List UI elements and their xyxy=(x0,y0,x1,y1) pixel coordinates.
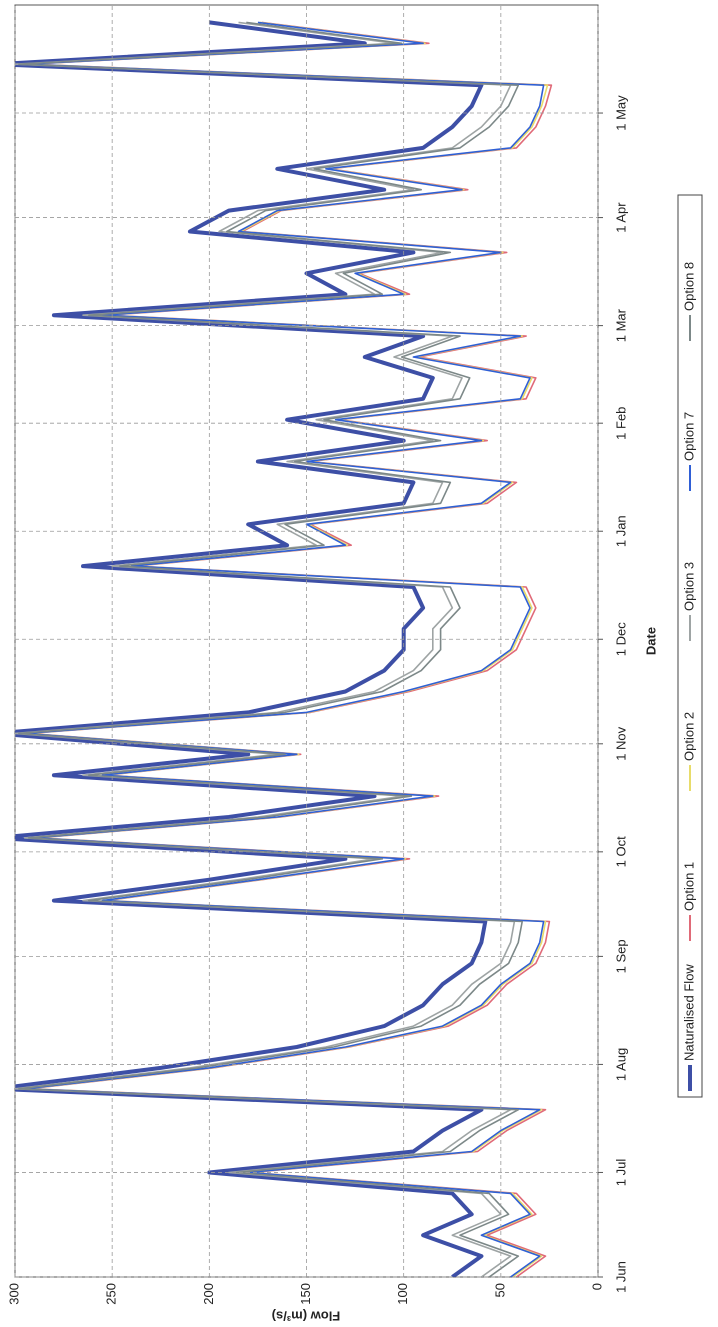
x-tick-label: 1 Sep xyxy=(613,939,628,973)
y-tick-label: 100 xyxy=(395,1283,410,1305)
legend-label: Option 2 xyxy=(681,712,696,761)
legend-label: Option 1 xyxy=(681,862,696,911)
y-tick-label: 0 xyxy=(589,1283,604,1290)
series-line xyxy=(15,21,516,1277)
series-line xyxy=(23,21,545,1277)
y-tick-label: 200 xyxy=(201,1283,216,1305)
legend-label: Option 7 xyxy=(681,412,696,461)
x-tick-label: 1 Jul xyxy=(613,1159,628,1187)
y-axis-title: Flow (m³/s) xyxy=(272,1309,341,1324)
x-axis-title: Date xyxy=(643,627,658,655)
plot-lines xyxy=(15,20,553,1277)
x-tick-label: 1 Oct xyxy=(613,836,628,867)
x-tick-label: 1 Dec xyxy=(613,622,628,656)
legend-label: Naturalised Flow xyxy=(681,964,696,1061)
legend-box xyxy=(677,194,703,1098)
y-tick-label: 50 xyxy=(492,1283,507,1297)
y-tick-label: 300 xyxy=(6,1283,21,1305)
x-tick-label: 1 Nov xyxy=(613,726,628,760)
rotated-chart: Date Flow (m³/s) 0 50 100 150 200 250 300 1 Jun… xyxy=(6,4,703,1324)
legend-label: Option 3 xyxy=(681,562,696,611)
x-tick-label: 1 Feb xyxy=(613,407,628,440)
x-tick-label: 1 Aug xyxy=(613,1048,628,1081)
x-tick-label: 1 Jan xyxy=(613,515,628,547)
y-tick-label: 150 xyxy=(298,1283,313,1305)
legend-label: Option 8 xyxy=(681,262,696,311)
y-tick-label: 250 xyxy=(104,1283,119,1305)
series-line xyxy=(18,21,523,1277)
x-tick-label: 1 Apr xyxy=(613,202,628,233)
series-line xyxy=(15,20,488,1277)
x-tick-label: 1 May xyxy=(613,95,628,131)
x-tick-label: 1 Jun xyxy=(613,1261,628,1293)
x-tick-label: 1 Mar xyxy=(613,308,628,342)
